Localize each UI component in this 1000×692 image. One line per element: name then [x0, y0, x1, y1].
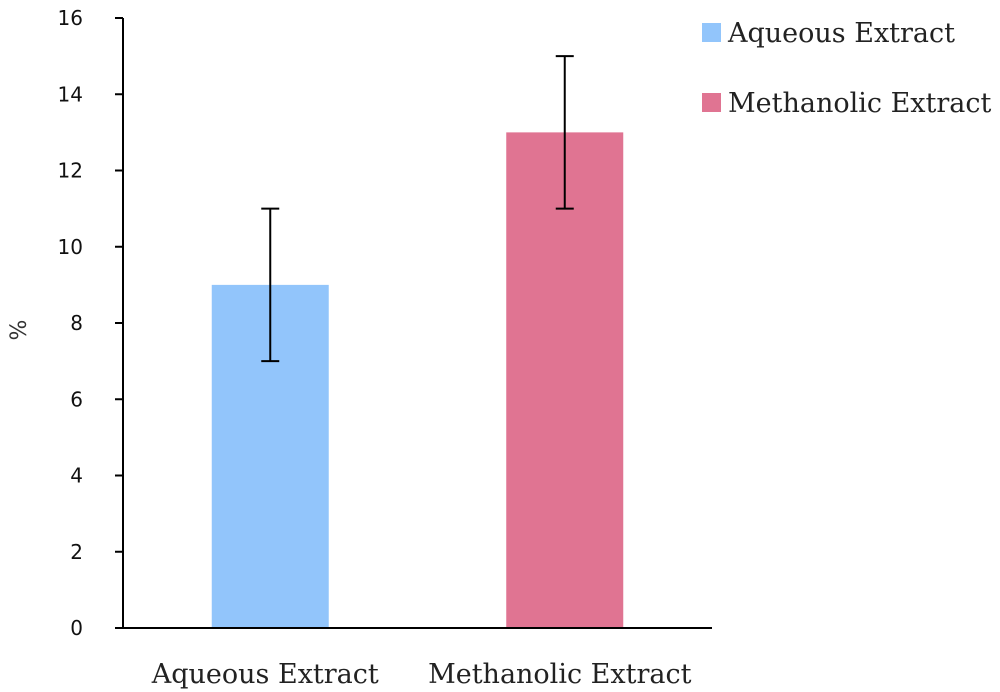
x-tick-labels-group: Aqueous Extract Methanolic Extract [151, 659, 692, 690]
x-tick-label: Aqueous Extract [151, 659, 379, 690]
y-tick-label: 2 [70, 540, 83, 564]
legend-swatch-1 [702, 23, 721, 42]
y-axis-label: % [7, 320, 32, 341]
legend-label-2: Methanolic Extract [728, 88, 991, 119]
y-tick-label: 0 [70, 616, 83, 640]
y-tick-label: 10 [58, 235, 83, 259]
legend-swatch-2 [702, 93, 721, 112]
legend-label-1: Aqueous Extract [727, 18, 955, 49]
y-tick-label: 16 [58, 6, 83, 30]
y-tick-label: 4 [70, 464, 83, 488]
bar-2 [506, 132, 624, 628]
bars-group [211, 132, 624, 628]
y-tick-label: 6 [70, 387, 83, 411]
y-tick-label: 12 [58, 159, 83, 183]
legend: Aqueous Extract Methanolic Extract [702, 18, 991, 119]
x-tick-label: Methanolic Extract [428, 659, 691, 690]
axes-group [122, 18, 712, 629]
y-ticks-group: 0 2 4 6 8 10 12 14 16 [58, 6, 123, 640]
y-tick-label: 14 [58, 82, 83, 106]
y-tick-label: 8 [70, 311, 83, 335]
error-bars-group [261, 55, 574, 363]
